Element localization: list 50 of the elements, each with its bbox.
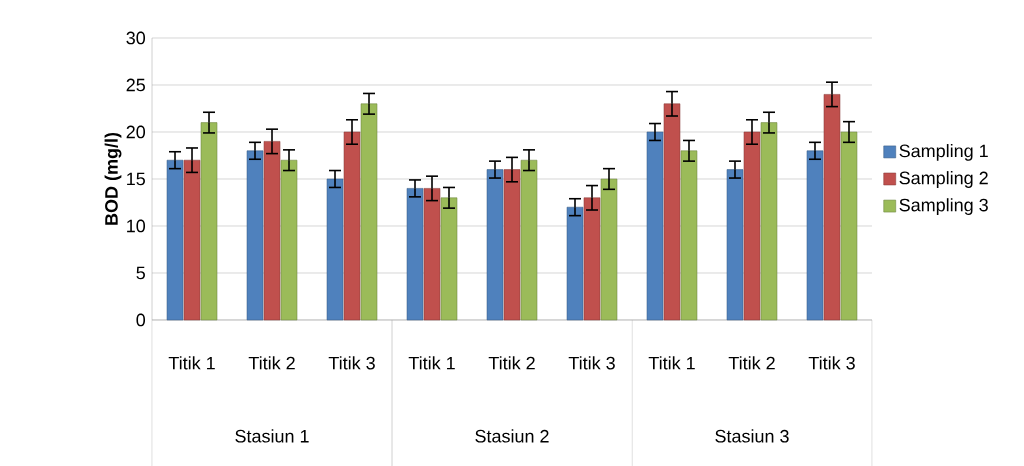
legend-label: Sampling 1 — [899, 143, 988, 161]
bar — [200, 122, 218, 321]
bar — [326, 178, 344, 321]
bar — [486, 169, 504, 321]
x-tick-label: Titik 1 — [408, 356, 455, 370]
bar — [423, 188, 441, 321]
bar — [360, 103, 378, 321]
bar — [520, 159, 538, 321]
text: Stasiun 2 — [475, 429, 549, 443]
y-tick-label: 10 — [127, 219, 146, 233]
bar — [646, 131, 664, 321]
y-tick-label: 5 — [136, 266, 145, 280]
y-tick-label: 30 — [126, 31, 146, 45]
x-tick-label: Titik 2 — [488, 356, 535, 370]
bar — [726, 169, 744, 321]
bar — [743, 131, 761, 321]
x-tick-label: Titik 1 — [648, 356, 695, 370]
bar — [343, 131, 361, 321]
text: Stasiun 1 — [235, 429, 309, 443]
x-tick-label: Titik 3 — [568, 356, 615, 370]
bar — [840, 131, 858, 321]
bar — [806, 150, 824, 321]
x-tick-label: Titik 3 — [808, 356, 855, 370]
text: Stasiun 3 — [715, 429, 789, 443]
y-tick-label: 20 — [126, 125, 146, 139]
bar — [566, 206, 584, 321]
legend-label: Sampling 3 — [899, 198, 988, 215]
bar — [280, 159, 298, 321]
x-tick-label: Titik 2 — [728, 356, 775, 370]
bar — [583, 197, 601, 321]
bar — [406, 188, 424, 321]
bar — [760, 122, 778, 321]
bar — [503, 169, 521, 321]
bar — [663, 103, 681, 321]
bar — [246, 150, 264, 321]
bar — [823, 94, 841, 321]
x-tick-label: Titik 1 — [168, 356, 215, 370]
y-tick-label: 25 — [126, 78, 145, 92]
bar — [263, 140, 281, 321]
x-tick-label: Titik 2 — [248, 356, 295, 370]
x-tick-label: Titik 3 — [328, 356, 375, 370]
bar — [680, 150, 698, 321]
bar — [166, 159, 184, 321]
bar — [440, 197, 458, 321]
bar — [183, 159, 201, 321]
y-axis-title: BOD (mg/l) — [104, 132, 122, 225]
legend-label: Sampling 2 — [899, 170, 988, 188]
bar — [600, 178, 618, 321]
y-tick-label: 0 — [136, 313, 146, 327]
y-tick-label: 15 — [127, 172, 145, 186]
